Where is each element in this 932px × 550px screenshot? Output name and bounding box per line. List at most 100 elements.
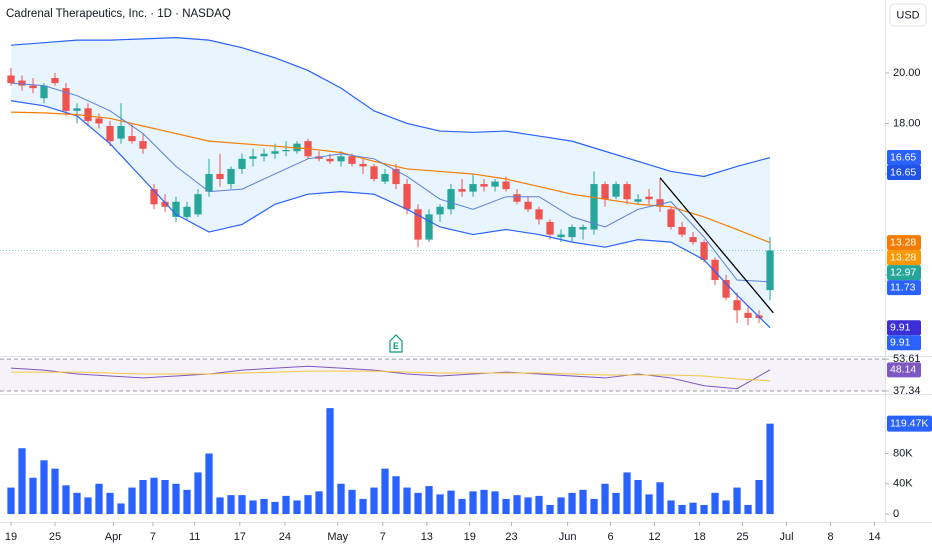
candle-body — [227, 168, 235, 185]
volume-bar — [414, 492, 422, 515]
earnings-label: E — [393, 341, 399, 351]
candle-body — [447, 189, 455, 210]
candle-body — [51, 78, 59, 84]
axis-value-label: 9.91 — [890, 322, 911, 334]
volume-bar — [689, 502, 697, 515]
y-tick-label: 80K — [893, 447, 913, 459]
x-tick-label: 25 — [736, 531, 748, 543]
axis-value-box — [887, 320, 921, 336]
candle-body — [62, 88, 70, 111]
volume-bar — [733, 487, 741, 515]
axis-value-box — [887, 335, 921, 351]
volume-bar — [634, 480, 642, 515]
candle-body — [282, 149, 290, 152]
candle-body — [623, 184, 631, 200]
volume-bar — [84, 497, 92, 515]
candle-body — [271, 151, 279, 154]
x-tick-label: 17 — [234, 531, 246, 543]
volume-bar — [117, 503, 125, 515]
volume-bar — [348, 489, 356, 515]
candle-body — [106, 125, 114, 142]
candle-body — [766, 250, 774, 291]
volume-bar — [304, 495, 312, 515]
volume-bar — [403, 487, 411, 515]
volume-bar — [128, 487, 136, 515]
candle-body — [216, 173, 224, 180]
volume-bar — [546, 504, 554, 515]
volume-bar — [436, 494, 444, 515]
axis-value-box — [887, 362, 921, 378]
candle-body — [403, 184, 411, 210]
candle-body — [546, 221, 554, 235]
x-tick-label: May — [327, 531, 348, 543]
candle-body — [711, 259, 719, 281]
axis-value-label: 16.65 — [890, 166, 916, 178]
volume-bar — [51, 468, 59, 515]
volume-bar — [194, 472, 202, 515]
axis-value-label: 48.14 — [890, 364, 916, 376]
axis-value-box — [887, 250, 921, 266]
volume-bar — [359, 498, 367, 515]
candle-body — [722, 280, 730, 298]
indicator-line — [659, 177, 774, 314]
volume-bar — [326, 408, 334, 515]
candle-body — [557, 234, 565, 238]
volume-bar — [238, 495, 246, 515]
volume-bar — [370, 487, 378, 515]
y-tick-label: 20.00 — [893, 67, 921, 79]
axis-value-box — [887, 280, 921, 296]
candle-body — [359, 163, 367, 167]
x-tick-label: 23 — [505, 531, 517, 543]
currency-label[interactable]: USD — [896, 9, 919, 21]
y-tick-label: 37.34 — [893, 385, 921, 397]
volume-bar — [183, 489, 191, 515]
candle-body — [238, 158, 246, 169]
candle-body — [392, 168, 400, 185]
volume-bar — [161, 480, 169, 515]
candle-body — [348, 156, 356, 164]
candle-body — [40, 85, 48, 99]
currency-button[interactable] — [889, 3, 927, 27]
candle-body — [458, 189, 466, 192]
volume-bar — [590, 498, 598, 515]
volume-bar — [29, 477, 37, 515]
volume-bar — [139, 480, 147, 515]
x-tick-label: 25 — [49, 531, 61, 543]
candle-body — [117, 125, 125, 139]
candle-body — [436, 206, 444, 215]
axis-value-box — [887, 165, 921, 181]
volume-bar — [579, 489, 587, 515]
y-tick-label: 18.00 — [893, 117, 921, 129]
candle-body — [249, 156, 257, 159]
volume-bar — [425, 486, 433, 515]
candle-body — [150, 189, 158, 205]
x-tick-label: 8 — [827, 531, 833, 543]
earnings-marker — [389, 334, 403, 353]
candle-body — [634, 199, 642, 202]
volume-bar — [73, 492, 81, 515]
symbol-title: Cadrenal Therapeutics, Inc. · 1D · NASDA… — [6, 8, 231, 20]
candle-body — [370, 166, 378, 180]
candle-body — [469, 184, 477, 192]
candle-body — [139, 141, 147, 149]
candle-body — [326, 158, 334, 162]
volume-bar — [205, 453, 213, 515]
plot-layer: 20.0018.0016.0012.00E16.6516.6513.2813.2… — [0, 37, 932, 543]
candle-body — [84, 108, 92, 121]
indicator-line — [10, 111, 771, 244]
candle-body — [73, 108, 81, 111]
volume-bar — [491, 491, 499, 515]
candle-body — [579, 226, 587, 230]
volume-bar — [513, 495, 521, 515]
volume-bar — [612, 492, 620, 515]
x-tick-label: 7 — [150, 531, 156, 543]
volume-bar — [282, 495, 290, 515]
y-tick-label: 0 — [893, 508, 899, 520]
candle-body — [18, 80, 26, 86]
volume-bar — [271, 501, 279, 515]
x-tick-label: 13 — [421, 531, 433, 543]
volume-bar — [601, 483, 609, 515]
candle-body — [590, 184, 598, 230]
axis-value-box — [887, 150, 921, 166]
volume-bar — [447, 490, 455, 515]
